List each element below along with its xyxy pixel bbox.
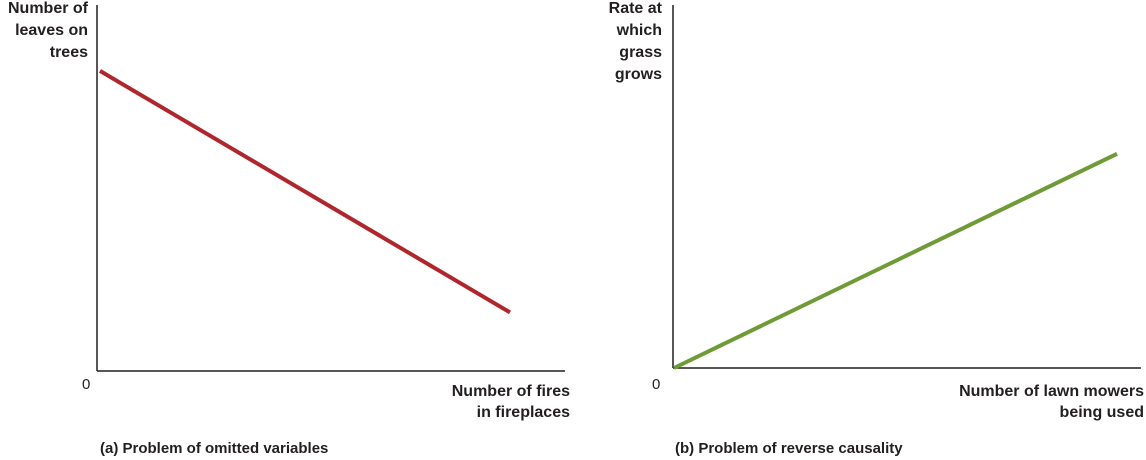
chart-b-series-line xyxy=(673,151,1118,370)
chart-a-caption: (a) Problem of omitted variables xyxy=(100,440,329,457)
chart-b-caption: (b) Problem of reverse causality xyxy=(675,440,903,457)
chart-b-y-label: Rate at which grass grows xyxy=(609,0,662,86)
chart-b-y-label-line-2: which xyxy=(616,22,662,39)
chart-b-x-label: Number of lawn mowers being used xyxy=(959,381,1144,423)
chart-b-y-label-line-3: grass xyxy=(619,44,662,61)
chart-a-x-label: Number of fires in fireplaces xyxy=(452,381,570,423)
chart-b-origin-label: 0 xyxy=(652,376,661,393)
chart-b-y-label-line-4: grows xyxy=(614,66,662,83)
chart-b-x-label-line-2: being used xyxy=(1059,404,1144,421)
chart-panel-b: Rate at which grass grows 0 Number of la… xyxy=(575,0,1146,460)
chart-b-y-label-line-1: Rate at xyxy=(608,0,662,17)
chart-a-plot xyxy=(96,5,565,372)
chart-a-y-label-line-1: Number of xyxy=(8,0,88,17)
chart-a-x-label-line-2: in fireplaces xyxy=(476,404,570,421)
chart-b-x-label-line-1: Number of lawn mowers xyxy=(959,383,1144,400)
chart-a-series-line xyxy=(98,69,512,315)
chart-b-plot xyxy=(672,5,1141,370)
chart-a-x-label-line-1: Number of fires xyxy=(451,383,570,400)
chart-a-y-label-line-3: trees xyxy=(49,44,88,61)
chart-a-origin-label: 0 xyxy=(82,376,91,393)
chart-a-y-label: Number of leaves on trees xyxy=(8,0,88,64)
chart-a-y-label-line-2: leaves on xyxy=(15,22,88,39)
chart-panel-a: Number of leaves on trees 0 Number of fi… xyxy=(8,0,570,457)
